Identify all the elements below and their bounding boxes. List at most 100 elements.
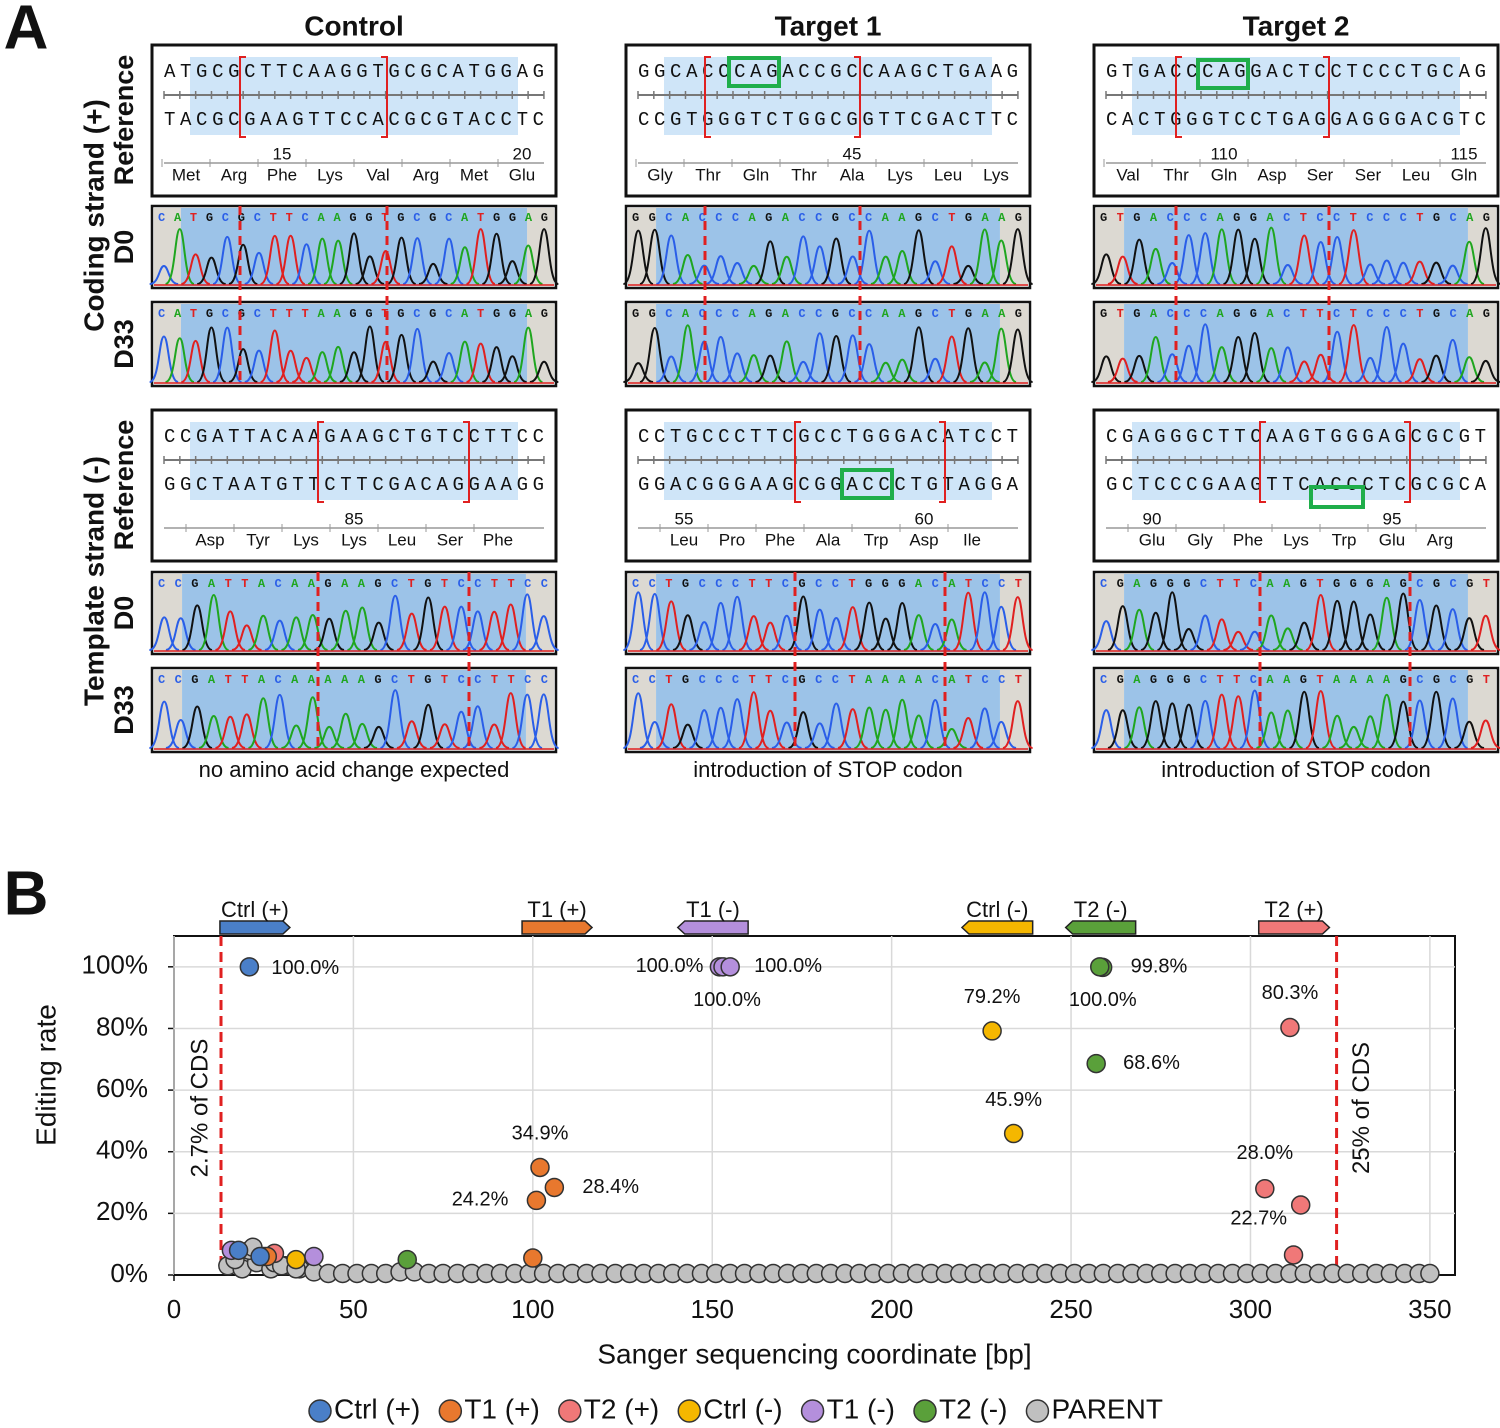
trace-peak (820, 237, 852, 285)
amino-acid: Ile (963, 530, 981, 549)
guide-arrow (1064, 920, 1137, 935)
y-tick-label: 80% (96, 1011, 148, 1041)
amino-acid: Gln (743, 165, 769, 184)
trace-peak (528, 615, 559, 651)
trace-peak (804, 722, 835, 749)
trace-side (154, 574, 183, 652)
x-tick-label: 100 (511, 1294, 554, 1324)
trace-peak (1305, 689, 1337, 749)
amino-acid: Glu (1379, 530, 1405, 549)
guide-label: T2 (-) (1074, 897, 1128, 922)
panel-label: B (4, 859, 49, 928)
track-label: Reference (109, 55, 139, 186)
amino-acid: Met (172, 165, 201, 184)
amino-acid: Phe (483, 530, 513, 549)
point (1255, 1178, 1275, 1199)
trace-peak (1272, 263, 1303, 285)
amino-acid: Lys (1283, 530, 1309, 549)
trace-peak (754, 240, 786, 285)
amino-acid: Ser (1355, 165, 1382, 184)
trace-peak (721, 595, 753, 651)
trace-peak (639, 721, 670, 749)
trace-peak (1002, 700, 1034, 749)
data-label: 100.0% (271, 957, 339, 979)
pam-box (1196, 58, 1250, 90)
amino-acid: Glu (509, 165, 535, 184)
trace-peak (1437, 338, 1469, 383)
amino-acid: Glu (1139, 530, 1165, 549)
trace-peak (738, 691, 770, 749)
legend-label: Ctrl (+) (334, 1393, 420, 1424)
amino-acid: Thr (791, 165, 817, 184)
trace-peak (244, 349, 274, 383)
trace-peak (920, 357, 951, 383)
trace-peak (1256, 614, 1287, 651)
trace-side (1096, 670, 1125, 750)
trace-peak (497, 260, 527, 285)
trace-peak (281, 724, 312, 749)
trace-peak (986, 720, 1017, 749)
point (1280, 1017, 1300, 1038)
point (544, 1177, 565, 1198)
guide-label: T1 (+) (527, 897, 586, 922)
trace-side (1096, 208, 1125, 286)
track-label: Reference (109, 420, 139, 551)
trace-peak (1470, 227, 1500, 285)
trace-peak (164, 228, 195, 285)
x-axis-title: Sanger sequencing coordinate [bp] (597, 1338, 1031, 1369)
position-number: 60 (915, 509, 934, 528)
amino-acid: Val (366, 165, 389, 184)
data-label: 34.9% (512, 1123, 569, 1145)
trace-peak (379, 689, 411, 749)
bracket (1259, 421, 1266, 503)
position-number: 45 (843, 144, 862, 163)
amino-acid: Gly (1187, 530, 1213, 549)
track-label: D33 (109, 685, 139, 735)
trace-peak (363, 621, 394, 651)
guide-arrow (521, 920, 594, 935)
amino-acid: Asp (195, 530, 224, 549)
trace-peak (1239, 689, 1271, 749)
trace-peak (622, 692, 654, 749)
legend-label: T1 (+) (464, 1393, 539, 1424)
trace-peak (1289, 621, 1320, 651)
trace-peak (870, 617, 901, 651)
trace-peak (1002, 596, 1034, 651)
position-number: 95 (1383, 509, 1402, 528)
point (286, 1249, 306, 1270)
trace-peak (887, 250, 918, 285)
amino-acid: Thr (1163, 165, 1189, 184)
data-label: 99.8% (1131, 956, 1188, 978)
trace-peak (771, 614, 802, 651)
bracket (463, 421, 470, 503)
trace-peak (1255, 226, 1287, 285)
guide-arrow (219, 920, 292, 935)
trace-peak (513, 244, 543, 285)
point (1003, 1123, 1024, 1144)
y-tick-label: 60% (96, 1073, 148, 1103)
trace-peak (655, 703, 687, 749)
trace-peak (1157, 261, 1188, 285)
amino-acid: Ser (1307, 165, 1334, 184)
point (1290, 1195, 1311, 1215)
point (228, 1240, 249, 1261)
y-tick-label: 40% (96, 1135, 148, 1165)
trace-peak (1206, 618, 1237, 651)
caption: no amino acid change expected (199, 757, 510, 782)
trace-peak (346, 606, 378, 651)
x-tick-label: 200 (870, 1294, 913, 1324)
trace-peak (165, 617, 196, 651)
trace-peak (1140, 611, 1172, 651)
trace-peak (689, 264, 720, 285)
bracket (794, 421, 801, 503)
trace-peak (1355, 715, 1386, 749)
legend-label: T1 (-) (827, 1393, 895, 1424)
legend-label: Ctrl (-) (703, 1393, 782, 1424)
trace-peak (479, 723, 510, 749)
trace-peak (412, 703, 444, 749)
